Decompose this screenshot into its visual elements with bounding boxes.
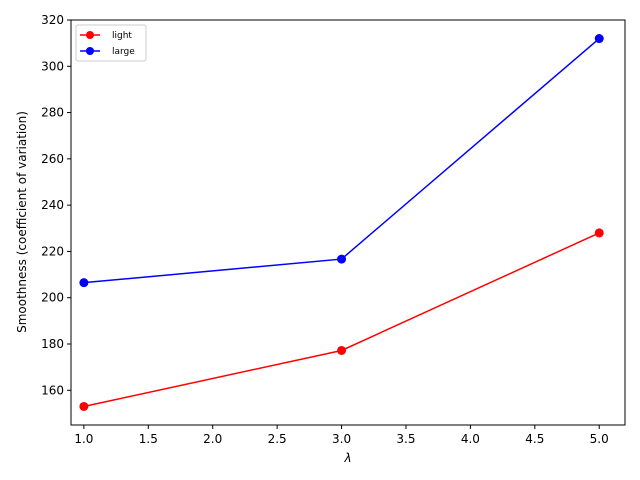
legend-marker-large <box>86 47 94 55</box>
legend-marker-light <box>86 31 94 39</box>
legend-label-large: large <box>112 47 135 57</box>
x-tick-label: 3.0 <box>332 432 351 446</box>
y-tick-label: 260 <box>41 152 64 166</box>
data-point-large <box>594 34 604 44</box>
data-point-light <box>594 228 604 238</box>
y-tick-label: 320 <box>41 13 64 27</box>
legend-label-light: light <box>112 31 132 41</box>
data-point-large <box>79 278 89 288</box>
data-point-light <box>79 401 89 411</box>
y-tick-label: 240 <box>41 198 64 212</box>
x-tick-label: 4.0 <box>461 432 480 446</box>
y-tick-label: 220 <box>41 244 64 258</box>
x-axis-label: λ <box>343 451 351 465</box>
legend-box <box>75 24 147 62</box>
x-tick-label: 1.0 <box>74 432 93 446</box>
y-tick-label: 160 <box>41 383 64 397</box>
x-tick-label: 1.5 <box>139 432 158 446</box>
y-tick-label: 200 <box>41 291 64 305</box>
x-tick-label: 4.5 <box>525 432 544 446</box>
legend: light large <box>75 24 147 62</box>
plot-frame <box>70 19 626 426</box>
series-layer <box>79 34 604 411</box>
y-axis: 160 180 200 220 240 260 280 300 320 <box>41 13 71 397</box>
x-tick-label: 3.5 <box>396 432 415 446</box>
x-tick-label: 2.0 <box>203 432 222 446</box>
data-point-light <box>337 345 347 355</box>
y-tick-label: 300 <box>41 59 64 73</box>
y-tick-label: 280 <box>41 106 64 120</box>
x-axis: 1.0 1.5 2.0 2.5 3.0 3.5 4.0 4.5 5.0 <box>74 425 609 446</box>
y-tick-label: 180 <box>41 337 64 351</box>
x-tick-label: 5.0 <box>590 432 609 446</box>
data-point-large <box>337 254 347 264</box>
y-axis-label: Smoothness (coefficient of variation) <box>15 111 29 333</box>
x-tick-label: 2.5 <box>268 432 287 446</box>
